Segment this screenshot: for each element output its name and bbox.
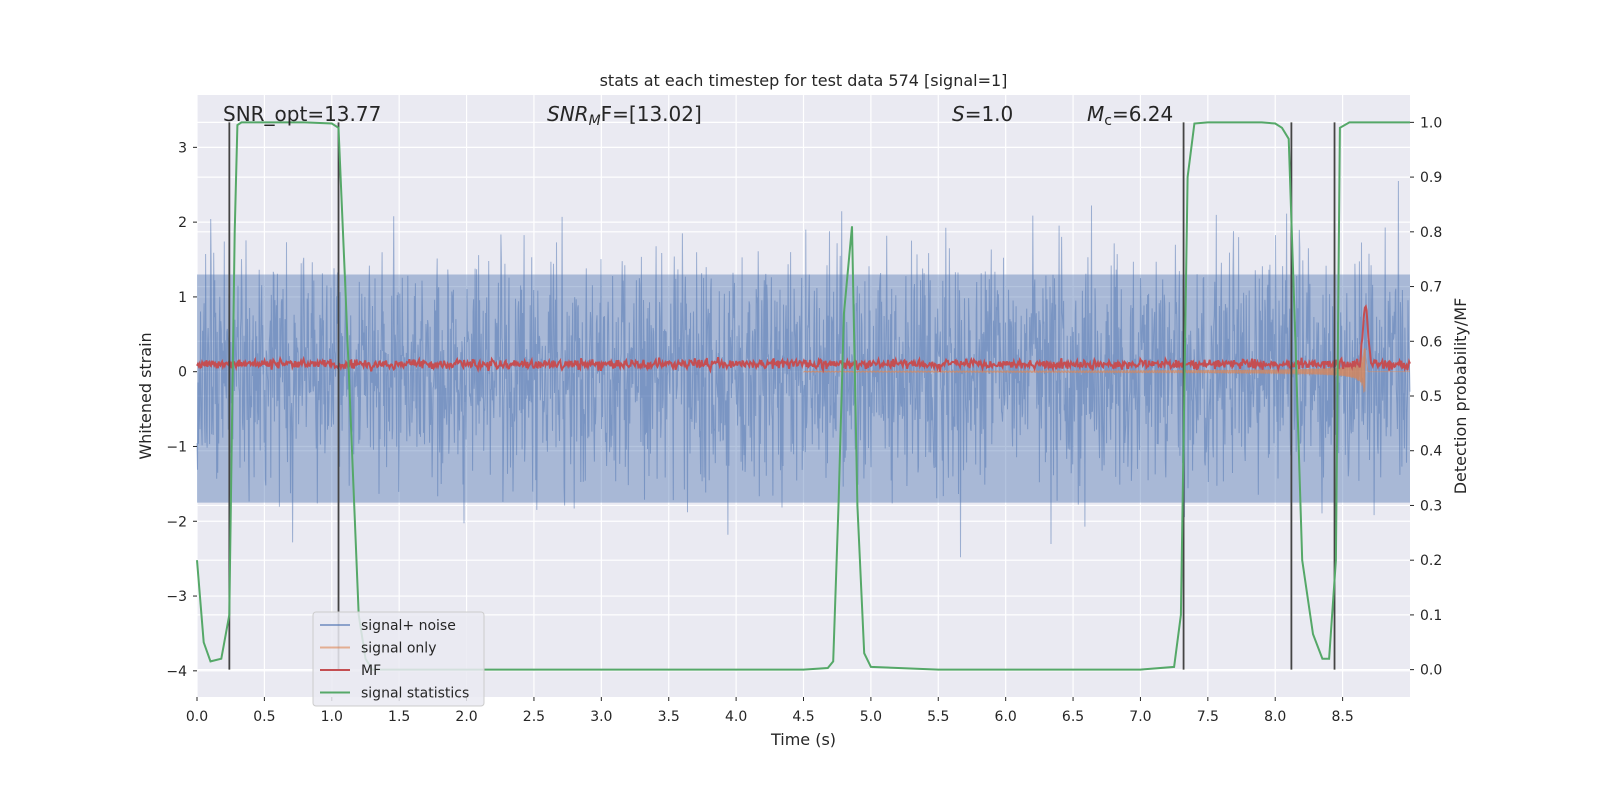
y-tick-label-3: 0 [178,365,187,381]
axis-bottom: 0.0 0.5 1.0 1.5 2.0 2.5 3.0 3.5 4.0 4.5 5.0 5.5 6.0 6… [186,697,1354,725]
annotation-mc: Mc=6.24 [1087,102,1173,129]
x-tick-label-13: 6.5 [1062,709,1084,725]
annotations: SNR_opt=13.77 SNRMF=[13.02] S=1.0 Mc=6.2… [223,102,1173,129]
axis-right: 1.0 0.9 0.8 0.7 0.6 0.5 0.4 0.3 0.2 0.1 0.0 [1410,115,1442,679]
x-tick-label-8: 4.0 [725,709,747,725]
y2-tick-label-7: 0.3 [1420,498,1442,514]
y-tick-label-7: −4 [166,664,187,680]
annotation-snr-opt: SNR_opt=13.77 [223,102,381,126]
legend-label-mf: MF [361,663,381,679]
y2-tick-label-8: 0.2 [1420,553,1442,569]
annotation-s: S=1.0 [952,102,1013,126]
y-tick-label-2: 1 [178,290,187,306]
x-tick-label-16: 8.0 [1264,709,1286,725]
x-tick-label-11: 5.5 [927,709,949,725]
annotation-mc-name: M [1087,102,1104,126]
x-tick-label-14: 7.0 [1129,709,1151,725]
y2-tick-label-0: 1.0 [1420,115,1442,131]
x-tick-label-15: 7.5 [1197,709,1219,725]
x-tick-label-17: 8.5 [1331,709,1353,725]
y2-tick-label-4: 0.6 [1420,334,1442,350]
annotation-snr-mf-sub: M [589,113,601,129]
data-layer [196,121,1411,671]
series-signal-plus-noise [196,180,1411,558]
y-axis-label: Whitened strain [136,332,155,459]
x-tick-label-0: 0.0 [186,709,208,725]
y2-tick-label-3: 0.7 [1420,280,1442,296]
annotation-snr-mf-name: SNR [547,102,589,126]
y-tick-label-6: −3 [166,589,187,605]
legend-item-signal-plus-noise: signal+ noise [320,618,456,634]
y-tick-label-0: 3 [178,140,187,156]
y-tick-label-5: −2 [166,514,187,530]
legend-label-signal-statistics: signal statistics [361,686,469,702]
x-tick-label-10: 5.0 [860,709,882,725]
y2-tick-label-1: 0.9 [1420,170,1442,186]
y2-tick-label-10: 0.0 [1420,663,1442,679]
legend-item-signal-statistics: signal statistics [320,686,469,702]
series-signal-only [803,348,1410,393]
annotation-s-name: S [952,102,965,126]
annotation-mc-sub: c [1104,113,1112,129]
x-tick-label-2: 1.0 [321,709,343,725]
annotation-snr-mf: SNRMF=[13.02] [547,102,702,129]
annotation-snr-mf-rest: F=[13.02] [601,102,702,126]
legend-item-mf: MF [320,663,381,679]
y2-tick-label-5: 0.5 [1420,389,1442,405]
x-tick-label-6: 3.0 [590,709,612,725]
series-mf [196,304,1411,374]
x-tick-label-4: 2.0 [455,709,477,725]
chart-title: stats at each timestep for test data 574… [600,71,1008,90]
annotation-s-rest: =1.0 [965,102,1014,126]
series-signal-only-envelope [803,348,1366,392]
x-tick-label-9: 4.5 [792,709,814,725]
legend-item-signal-only: signal only [320,641,436,657]
legend-label-signal-plus-noise: signal+ noise [361,618,456,634]
y2-axis-label: Detection probability/MF [1451,298,1470,495]
annotation-mc-rest: =6.24 [1112,102,1173,126]
x-axis-label: Time (s) [770,730,836,749]
y2-tick-label-9: 0.1 [1420,608,1442,624]
x-tick-label-3: 1.5 [388,709,410,725]
legend-box [312,611,485,707]
y-tick-label-4: −1 [166,439,187,455]
x-tick-label-5: 2.5 [523,709,545,725]
legend: signal+ noise signal only MF signal stat… [312,611,485,707]
series-signal-statistics [196,121,1410,671]
y2-tick-label-2: 0.8 [1420,225,1442,241]
legend-label-signal-only: signal only [361,641,436,657]
x-tick-label-12: 6.0 [995,709,1017,725]
x-tick-label-1: 0.5 [253,709,275,725]
x-tick-label-7: 3.5 [658,709,680,725]
axis-left: 3 2 1 0 −1 −2 −3 −4 [166,140,197,680]
y2-tick-label-6: 0.4 [1420,444,1442,460]
y-tick-label-1: 2 [178,215,187,231]
